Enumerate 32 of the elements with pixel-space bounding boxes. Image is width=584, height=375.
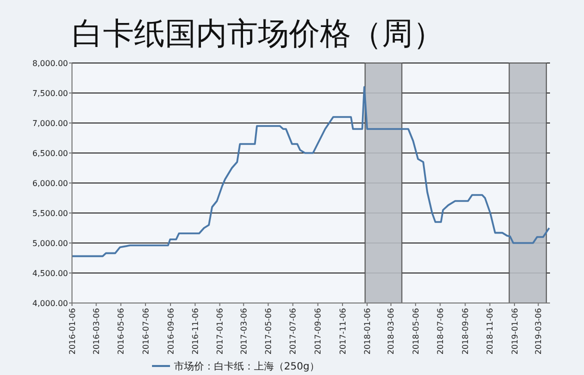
y-tick-label: 5,500.00 xyxy=(32,208,68,218)
y-tick-label: 7,500.00 xyxy=(32,88,68,98)
y-tick-label: 6,000.00 xyxy=(32,178,68,188)
x-tick-label: 2018-07-06 xyxy=(436,308,445,354)
y-tick-label: 4,000.00 xyxy=(32,298,68,308)
x-tick-label: 2017-07-06 xyxy=(288,308,298,354)
x-tick-label: 2016-01-06 xyxy=(68,308,77,354)
y-tick-label: 6,500.00 xyxy=(32,148,68,158)
y-tick-label: 7,000.00 xyxy=(32,118,68,128)
x-tick-label: 2018-09-06 xyxy=(461,308,470,354)
x-tick-label: 2016-07-06 xyxy=(141,308,150,354)
x-tick-label: 2018-11-06 xyxy=(486,308,495,354)
x-tick-label: 2016-03-06 xyxy=(92,308,102,354)
x-tick-label: 2017-11-06 xyxy=(338,308,348,354)
x-tick-label: 2017-05-06 xyxy=(264,308,274,354)
x-tick-label: 2019-03-06 xyxy=(534,308,544,354)
x-tick-label: 2017-03-06 xyxy=(239,308,248,354)
x-tick-label: 2017-09-06 xyxy=(314,308,323,354)
line-series xyxy=(71,86,550,258)
x-tick-label: 2018-05-06 xyxy=(411,308,420,354)
legend-label: 市场价：白卡纸：上海（250g） xyxy=(174,360,320,372)
x-tick-label: 2018-01-06 xyxy=(362,308,372,354)
x-tick-label: 2016-11-06 xyxy=(190,308,200,354)
x-tick-label: 2019-01-06 xyxy=(510,308,520,354)
x-tick-label: 2018-03-06 xyxy=(386,308,396,354)
x-tick-label: 2016-05-06 xyxy=(116,308,126,354)
chart-title: 白卡纸国内市场价格（周） xyxy=(72,16,444,52)
x-tick-label: 2017-01-06 xyxy=(216,308,225,354)
y-tick-label: 4,500.00 xyxy=(32,268,68,278)
x-tick-label: 2016-09-06 xyxy=(166,308,176,354)
y-tick-label: 5,000.00 xyxy=(32,238,68,248)
y-tick-label: 8,000.00 xyxy=(32,58,68,68)
